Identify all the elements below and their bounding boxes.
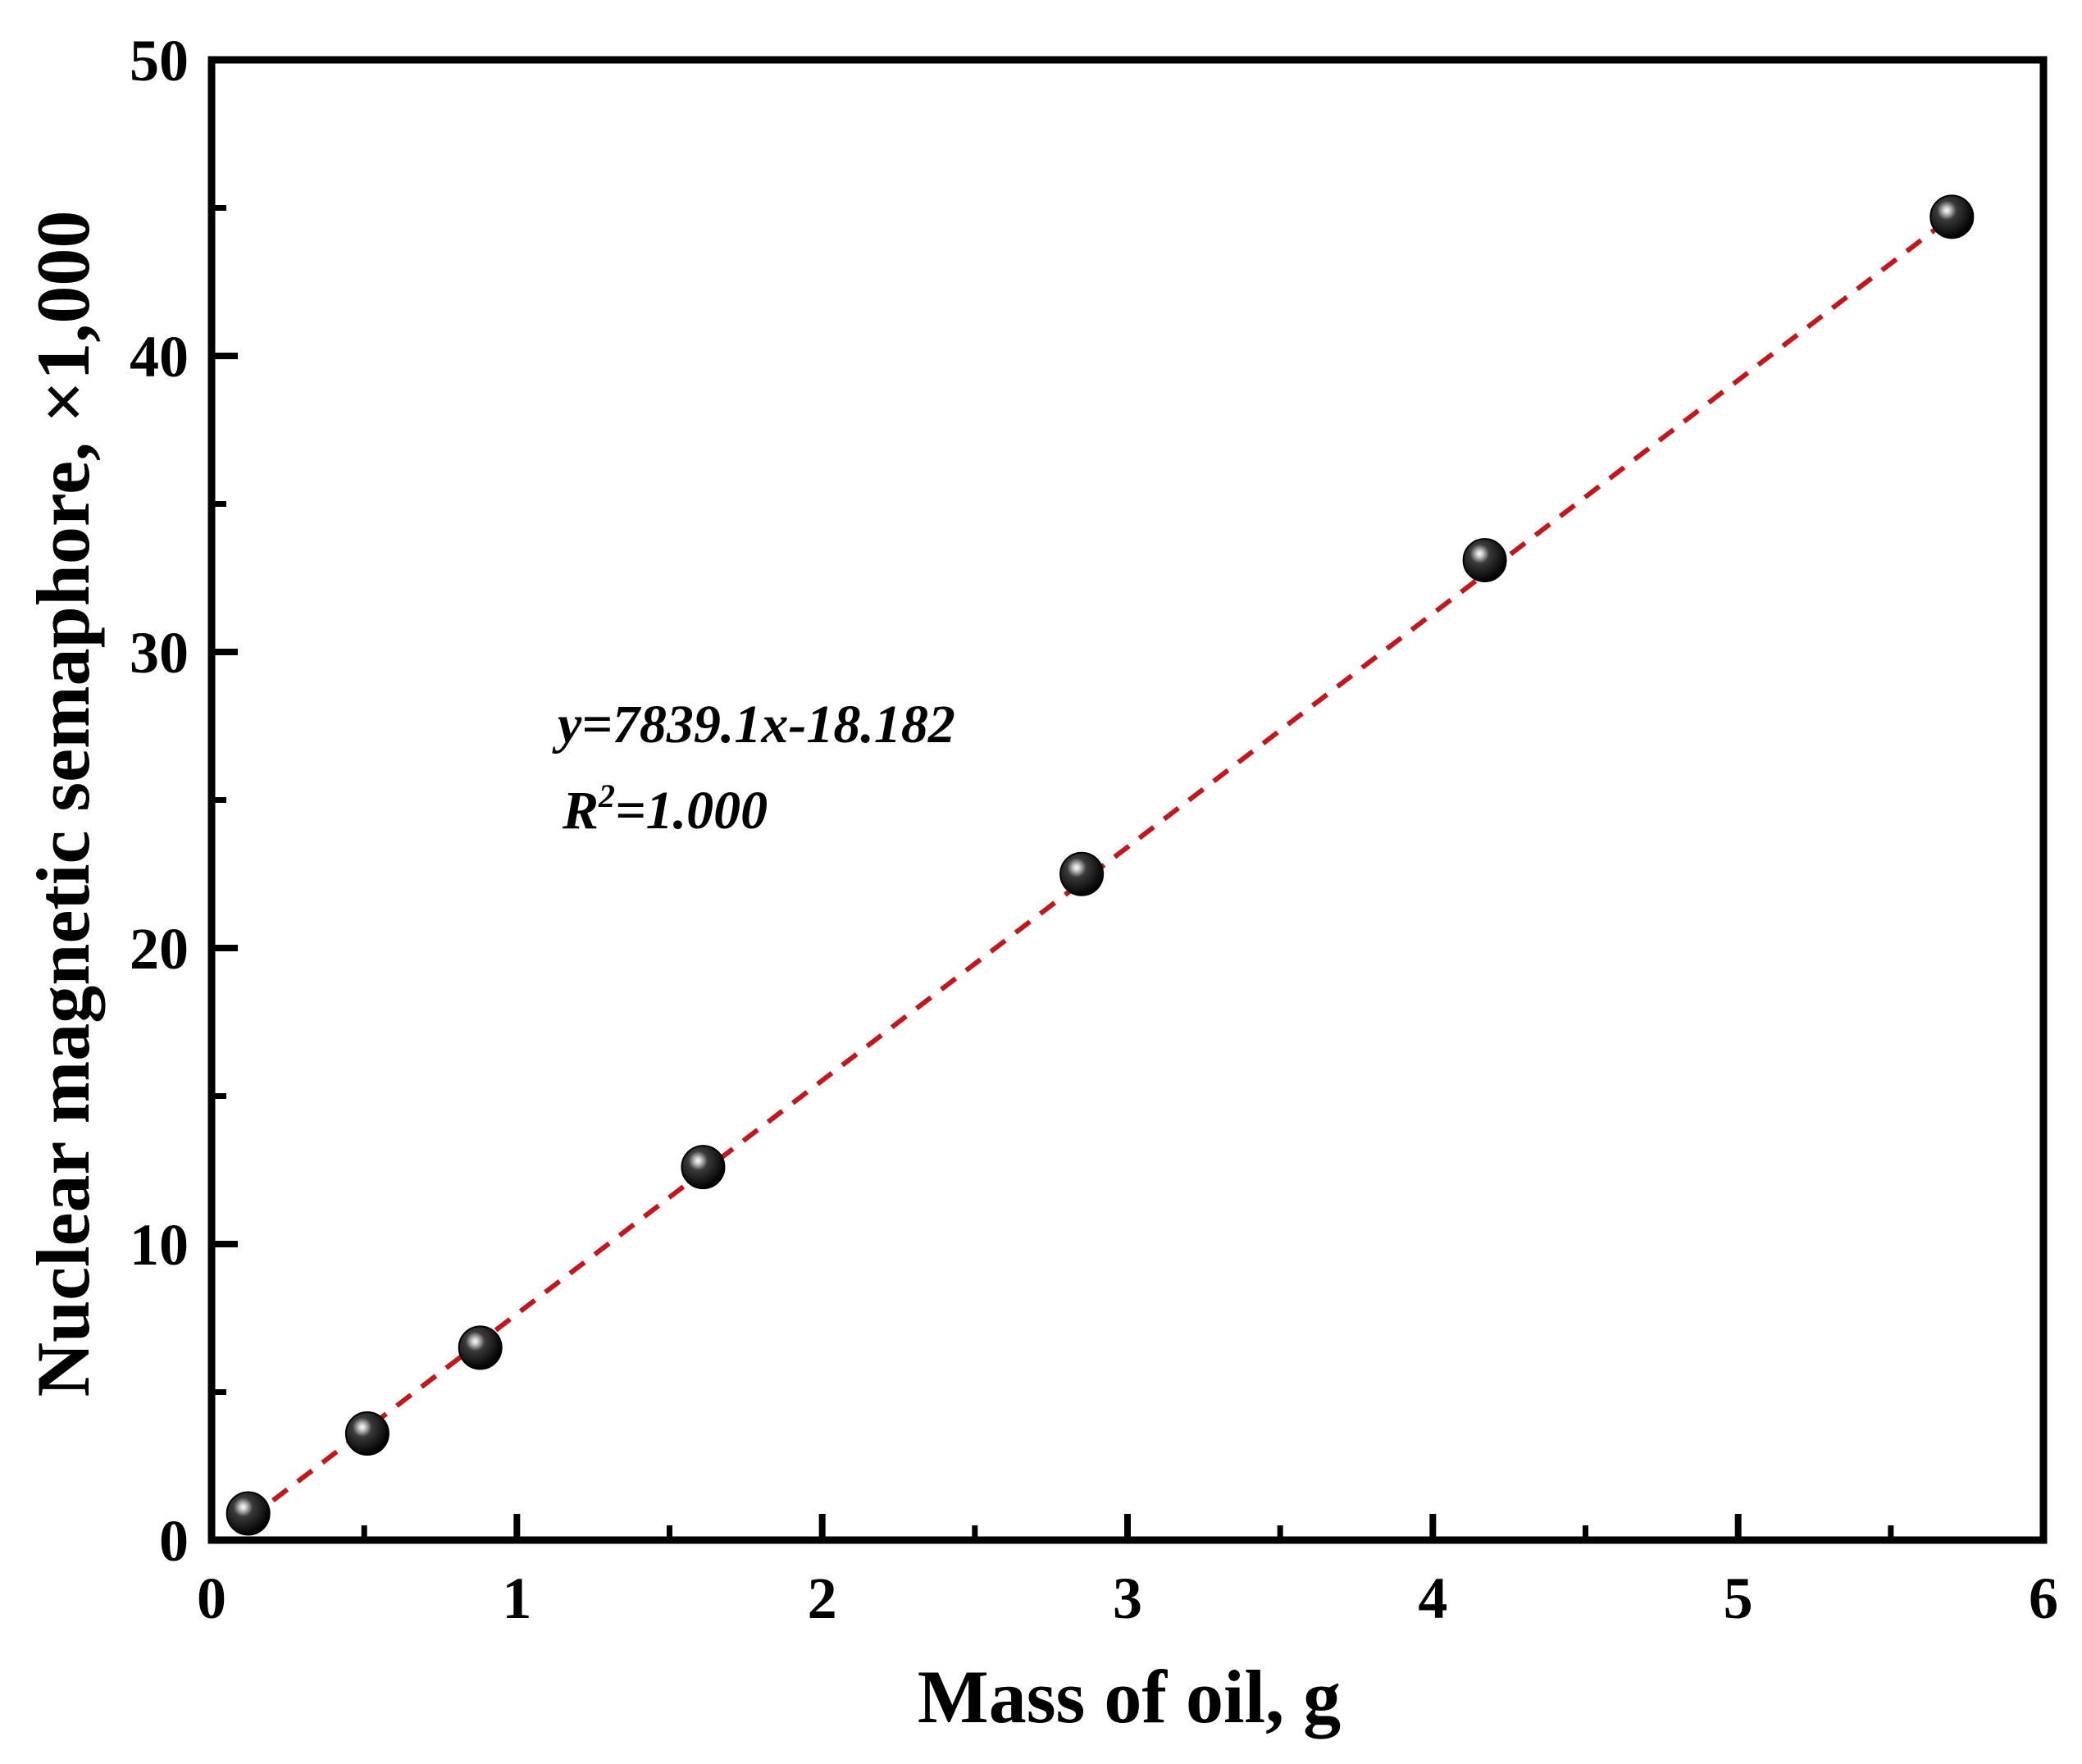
data-point (1929, 194, 1975, 239)
y-tick-label: 30 (130, 620, 189, 686)
x-tick-label: 1 (502, 1566, 531, 1631)
data-point (226, 1491, 271, 1536)
x-tick-label: 3 (1113, 1566, 1142, 1631)
y-axis-title: Nuclear magnetic semaphore, ×1,000 (21, 211, 105, 1397)
y-tick-label: 0 (159, 1508, 189, 1574)
x-tick-label: 5 (1724, 1566, 1753, 1631)
data-point (1059, 851, 1105, 896)
y-tick-label: 50 (130, 28, 189, 93)
x-tick-label: 0 (197, 1566, 226, 1631)
plot-frame (207, 56, 2048, 1544)
r-squared-label: R2=1.000 (562, 777, 768, 841)
y-tick-label: 10 (130, 1212, 189, 1278)
fit-equation: y=7839.1x-18.182 (552, 695, 955, 754)
x-axis-title: Mass of oil, g (918, 1655, 1341, 1739)
x-tick-label: 4 (1418, 1566, 1447, 1631)
data-point (458, 1325, 503, 1370)
data-point (344, 1411, 390, 1456)
data-point (1462, 538, 1507, 583)
y-tick-label: 20 (130, 916, 189, 982)
y-tick-label: 40 (130, 324, 189, 390)
x-tick-label: 2 (808, 1566, 837, 1631)
data-point (681, 1145, 726, 1190)
x-tick-label: 6 (2029, 1566, 2058, 1631)
